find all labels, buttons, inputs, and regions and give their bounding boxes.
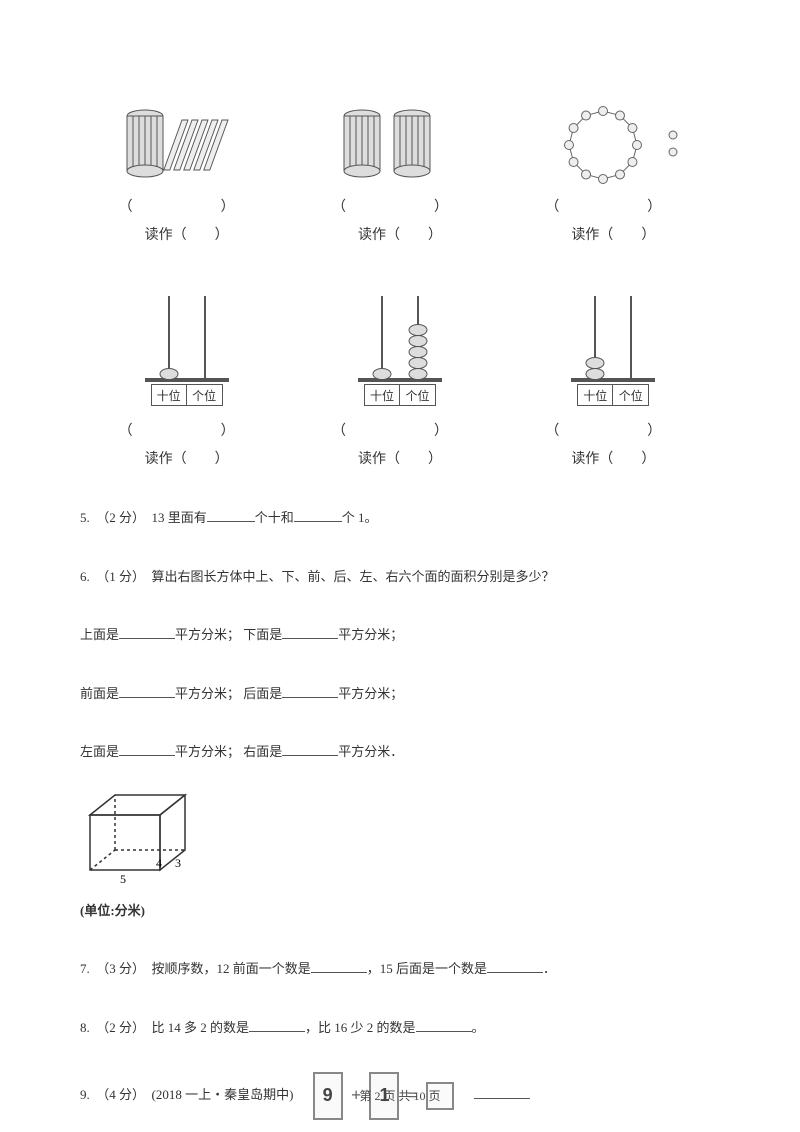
q8-pre: 8. （2 分） 比 14 多 2 的数是 <box>80 1020 249 1035</box>
tens-label-1: 十位 <box>151 384 187 406</box>
q7-blank-1[interactable] <box>311 959 367 973</box>
q6-r1a-pre: 前面是 <box>80 686 119 701</box>
tens-label-2: 十位 <box>364 384 400 406</box>
q6-r2a-pre: 左面是 <box>80 744 119 759</box>
cuboid-unit: (单位:分米) <box>80 900 720 919</box>
read-suffix-3: ） <box>641 228 655 243</box>
question-7: 7. （3 分） 按顺序数，12 前面一个数是 ，15 后面是一个数是 ． <box>80 955 720 984</box>
tens-label-3: 十位 <box>577 384 613 406</box>
q6-row-2: 左面是 平方分米； 右面是 平方分米． <box>80 738 720 767</box>
q5-mid: 个十和 <box>255 510 294 525</box>
bracket-3: （ ） <box>523 196 703 216</box>
q7-mid: ，15 后面是一个数是 <box>367 961 487 976</box>
abacus-bracket-2: （ ） <box>310 420 490 440</box>
abacus-read-3: 读作（ ） <box>523 448 703 468</box>
q6-r0a-post: 平方分米； <box>175 627 240 642</box>
cuboid-icon: 4 3 5 <box>80 785 210 895</box>
abacus-read-prefix-3: 读作（ <box>571 452 613 467</box>
q7-suf: ． <box>543 961 556 976</box>
q6-blank-front[interactable] <box>119 684 175 698</box>
cuboid-figure: 4 3 5 (单位:分米) <box>80 785 720 919</box>
counting-figures-row: （ ） 读作（ ） <box>80 100 720 244</box>
question-8: 8. （2 分） 比 14 多 2 的数是 ，比 16 少 2 的数是 。 <box>80 1014 720 1043</box>
cuboid-h: 4 <box>156 856 162 870</box>
ones-label-3: 个位 <box>613 384 649 406</box>
read-suffix-1: ） <box>215 228 229 243</box>
abacus-3: 十位 个位 （ ） 读作（ ） <box>523 274 703 468</box>
q6-r0a-pre: 上面是 <box>80 627 119 642</box>
figure-bead-ring: （ ） 读作（ ） <box>523 100 703 244</box>
abacus-read-suffix-2: ） <box>428 452 442 467</box>
bead-ring-icon <box>533 100 693 190</box>
q5-blank-1[interactable] <box>207 508 255 522</box>
abacus-2: 十位 个位 （ ） 读作（ ） <box>310 274 490 468</box>
q6-r1b-pre: 后面是 <box>243 686 282 701</box>
abacus-icon-1 <box>127 284 247 384</box>
abacus-read-prefix-2: 读作（ <box>358 452 400 467</box>
q6-row-0: 上面是平方分米； 下面是平方分米； <box>80 621 720 650</box>
read-suffix-2: ） <box>428 228 442 243</box>
abacus-read-1: 读作（ ） <box>97 448 277 468</box>
read-3: 读作（ ） <box>523 224 703 244</box>
figure-sticks-2: （ ） 读作（ ） <box>310 100 490 244</box>
q6-r1b-post: 平方分米； <box>338 686 403 701</box>
abacus-icon-2 <box>340 284 460 384</box>
read-prefix-1: 读作（ <box>145 228 187 243</box>
q6-blank-right[interactable] <box>282 742 338 756</box>
abacus-1: 十位 个位 （ ） 读作（ ） <box>97 274 277 468</box>
q8-blank-2[interactable] <box>416 1018 472 1032</box>
ones-label-1: 个位 <box>187 384 223 406</box>
read-prefix-2: 读作（ <box>358 228 400 243</box>
abacus-bracket-3: （ ） <box>523 420 703 440</box>
q6-blank-top[interactable] <box>119 625 175 639</box>
page-footer: 第 2 页 共 10 页 <box>0 1087 800 1104</box>
abacus-row: 十位 个位 （ ） 读作（ ） 十位 个位 （ ） 读作（ ） 十位 个位 （ … <box>80 274 720 468</box>
bracket-2: （ ） <box>310 196 490 216</box>
q6-blank-bottom[interactable] <box>282 625 338 639</box>
q5-suffix: 个 1。 <box>342 510 378 525</box>
cuboid-d: 3 <box>175 856 181 870</box>
read-2: 读作（ ） <box>310 224 490 244</box>
abacus-read-suffix-1: ） <box>215 452 229 467</box>
cuboid-w: 5 <box>120 872 126 886</box>
q6-row-1: 前面是平方分米； 后面是平方分米； <box>80 680 720 709</box>
q6-r1a-post: 平方分米； <box>175 686 240 701</box>
q7-blank-2[interactable] <box>487 959 543 973</box>
read-1: 读作（ ） <box>97 224 277 244</box>
sticks-bundle-loose-icon <box>107 100 267 190</box>
q6-stem: 6. （1 分） 算出右图长方体中上、下、前、后、左、右六个面的面积分别是多少？ <box>80 563 720 592</box>
figure-sticks-1: （ ） 读作（ ） <box>97 100 277 244</box>
q6-r2b-pre: 右面是 <box>243 744 282 759</box>
abacus-read-suffix-3: ） <box>641 452 655 467</box>
abacus-read-2: 读作（ ） <box>310 448 490 468</box>
ones-label-2: 个位 <box>400 384 436 406</box>
abacus-bracket-1: （ ） <box>97 420 277 440</box>
q8-mid: ，比 16 少 2 的数是 <box>305 1020 416 1035</box>
question-6: 6. （1 分） 算出右图长方体中上、下、前、后、左、右六个面的面积分别是多少？ <box>80 563 720 592</box>
q5-blank-2[interactable] <box>294 508 342 522</box>
q6-blank-back[interactable] <box>282 684 338 698</box>
q7-pre: 7. （3 分） 按顺序数，12 前面一个数是 <box>80 961 311 976</box>
q6-r2a-post: 平方分米； <box>175 744 240 759</box>
q6-blank-left[interactable] <box>119 742 175 756</box>
question-5: 5. （2 分） 13 里面有 个十和 个 1。 <box>80 504 720 533</box>
q5-prefix: 5. （2 分） 13 里面有 <box>80 510 207 525</box>
bracket-1: （ ） <box>97 196 277 216</box>
read-prefix-3: 读作（ <box>571 228 613 243</box>
q6-r2b-post: 平方分米． <box>338 744 403 759</box>
q6-r0b-pre: 下面是 <box>243 627 282 642</box>
abacus-read-prefix-1: 读作（ <box>145 452 187 467</box>
abacus-icon-3 <box>553 284 673 384</box>
q8-blank-1[interactable] <box>249 1018 305 1032</box>
sticks-two-bundles-icon <box>320 100 480 190</box>
q6-r0b-post: 平方分米； <box>338 627 403 642</box>
q8-suf: 。 <box>472 1020 485 1035</box>
